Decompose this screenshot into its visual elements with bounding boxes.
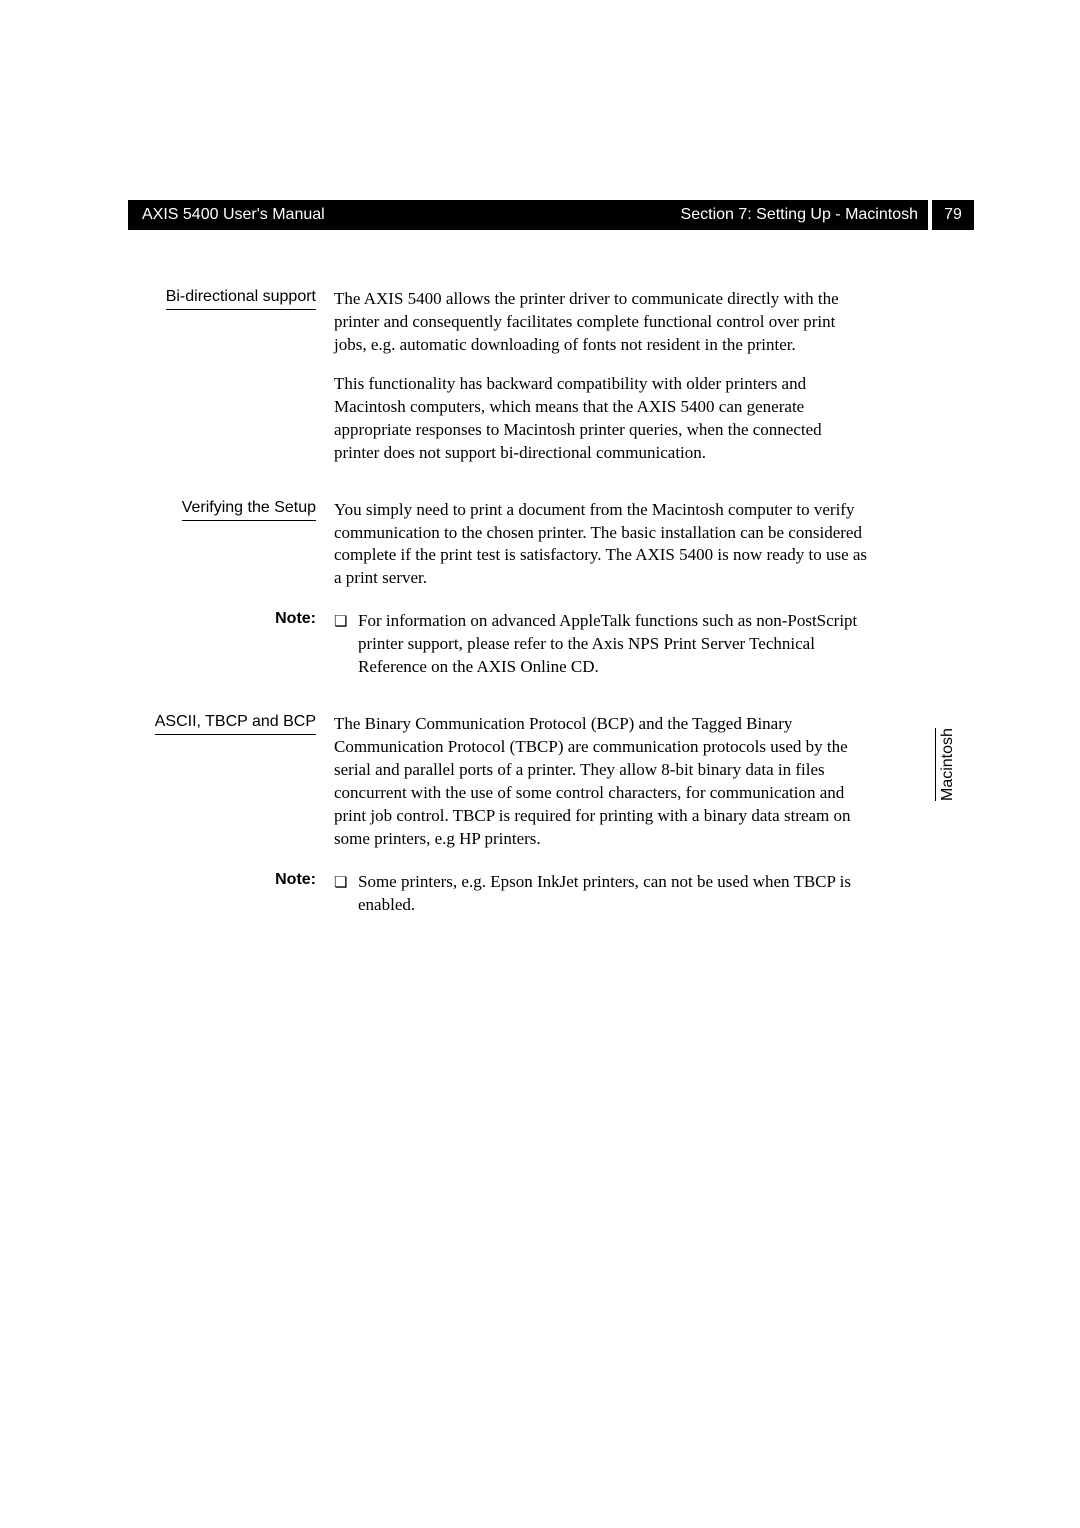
paragraph: You simply need to print a document from…	[334, 499, 868, 591]
bullet-icon: ❏	[334, 871, 358, 917]
section-body: The Binary Communication Protocol (BCP) …	[334, 713, 928, 851]
page-content: Bi-directional supportThe AXIS 5400 allo…	[128, 288, 928, 937]
section-label: Note:	[128, 610, 334, 679]
paragraph: This functionality has backward compatib…	[334, 373, 868, 465]
section-body: You simply need to print a document from…	[334, 499, 928, 591]
section-body: ❏Some printers, e.g. Epson InkJet printe…	[334, 871, 928, 917]
section-body: The AXIS 5400 allows the printer driver …	[334, 288, 928, 465]
paragraph: The AXIS 5400 allows the printer driver …	[334, 288, 868, 357]
section-label: ASCII, TBCP and BCP	[128, 713, 334, 851]
bullet-text: For information on advanced AppleTalk fu…	[358, 610, 868, 679]
section-body: ❏For information on advanced AppleTalk f…	[334, 610, 928, 679]
section-label: Bi-directional support	[128, 288, 334, 465]
side-tab-container: Macintosh	[936, 780, 956, 802]
section-row: Bi-directional supportThe AXIS 5400 allo…	[128, 288, 928, 465]
section-row: Note:❏For information on advanced AppleT…	[128, 610, 928, 679]
side-tab: Macintosh	[935, 728, 957, 801]
section-row: Note:❏Some printers, e.g. Epson InkJet p…	[128, 871, 928, 917]
bullet-icon: ❏	[334, 610, 358, 679]
manual-title: AXIS 5400 User's Manual	[128, 206, 325, 224]
page-header: AXIS 5400 User's Manual Section 7: Setti…	[128, 200, 928, 230]
section-label: Verifying the Setup	[128, 499, 334, 591]
section-row: ASCII, TBCP and BCPThe Binary Communicat…	[128, 713, 928, 851]
section-label: Note:	[128, 871, 334, 917]
section-title: Section 7: Setting Up - Macintosh	[681, 206, 928, 224]
section-row: Verifying the SetupYou simply need to pr…	[128, 499, 928, 591]
page-number: 79	[928, 200, 974, 230]
paragraph: The Binary Communication Protocol (BCP) …	[334, 713, 868, 851]
bullet-text: Some printers, e.g. Epson InkJet printer…	[358, 871, 868, 917]
